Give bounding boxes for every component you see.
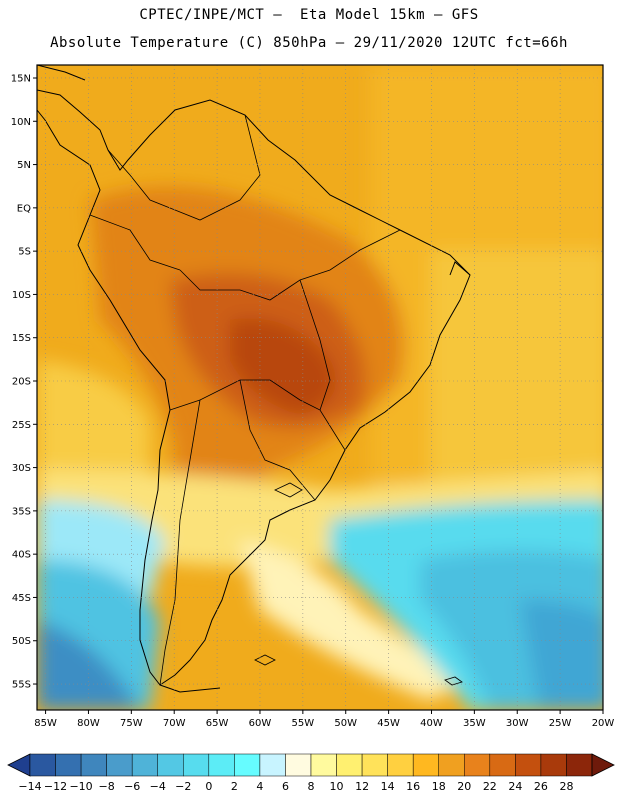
lon-label: 20W xyxy=(592,718,615,729)
colorbar-label: 28 xyxy=(559,780,573,793)
colorbar-label: 20 xyxy=(457,780,471,793)
colorbar-box xyxy=(489,753,516,777)
colorbar-label: 26 xyxy=(534,780,548,793)
temperature-field xyxy=(37,65,603,710)
colorbar-box xyxy=(566,753,593,777)
longitude-labels: 85W 80W 75W 70W 65W 60W 55W 50W 45W 40W 35W 30W 25W 2… xyxy=(34,710,614,729)
title-line-1: CPTEC/INPE/MCT – Eta Model 15km – GFS xyxy=(139,7,479,23)
country-borders xyxy=(89,114,401,686)
colorbar-label: −6 xyxy=(124,780,140,793)
lon-label: 30W xyxy=(506,718,529,729)
colorbar-label: 18 xyxy=(432,780,446,793)
colorbar-label: 14 xyxy=(381,780,395,793)
colorbar-label: −12 xyxy=(44,780,67,793)
colorbar-box xyxy=(285,753,312,777)
lon-label: 25W xyxy=(549,718,572,729)
colorbar-box xyxy=(310,753,337,777)
colorbar-arrow-high xyxy=(591,753,615,777)
lat-label: 45S xyxy=(12,593,31,604)
colorbar-label: 2 xyxy=(231,780,238,793)
lat-label: EQ xyxy=(17,203,31,214)
colorbar-label: −10 xyxy=(69,780,92,793)
lat-label: 35S xyxy=(12,506,31,517)
lat-label: 5N xyxy=(17,160,31,171)
lat-label: 25S xyxy=(12,420,31,431)
lat-label: 55S xyxy=(12,680,31,691)
colorbar-box xyxy=(412,753,439,777)
colorbar-box xyxy=(336,753,363,777)
title-line-2: Absolute Temperature (C) 850hPa – 29/11/… xyxy=(50,35,568,51)
colorbar-label: −8 xyxy=(99,780,115,793)
lat-label: 40S xyxy=(12,550,31,561)
islands xyxy=(254,482,463,686)
colorbar-label: −14 xyxy=(18,780,41,793)
map-frame xyxy=(36,64,604,711)
lat-label: 10S xyxy=(12,290,31,301)
colorbar-box xyxy=(183,753,210,777)
lon-label: 35W xyxy=(463,718,486,729)
lon-label: 70W xyxy=(163,718,186,729)
lon-label: 80W xyxy=(77,718,100,729)
lat-label: 50S xyxy=(12,636,31,647)
lon-label: 75W xyxy=(120,718,143,729)
colorbar-label: 6 xyxy=(282,780,289,793)
colorbar-box xyxy=(234,753,261,777)
lon-label: 60W xyxy=(249,718,272,729)
lat-label: 5S xyxy=(18,247,31,258)
colorbar-label: 22 xyxy=(483,780,497,793)
colorbar-arrow-low xyxy=(7,753,31,777)
colorbar-box xyxy=(106,753,133,777)
colorbar-box xyxy=(515,753,542,777)
colorbar-box xyxy=(464,753,491,777)
colorbar-box xyxy=(157,753,184,777)
colorbar-box xyxy=(259,753,286,777)
colorbar-label: 8 xyxy=(308,780,315,793)
coastlines xyxy=(37,65,471,693)
lon-label: 65W xyxy=(206,718,229,729)
lat-label: 15S xyxy=(12,333,31,344)
colorbar-label: 0 xyxy=(205,780,212,793)
colorbar-label: 24 xyxy=(508,780,522,793)
latitude-labels: 15N 10N 5N EQ 5S 10S 15S 20S 25S 30S 35S 40S 45S 50S 5… xyxy=(11,73,37,691)
colorbar-box xyxy=(438,753,465,777)
colorbar-box xyxy=(387,753,414,777)
lat-label: 10N xyxy=(11,117,31,128)
colorbar-box xyxy=(55,753,82,777)
colorbar-label: 16 xyxy=(406,780,420,793)
colorbar-label: 10 xyxy=(330,780,344,793)
colorbar-box xyxy=(80,753,107,777)
colorbar-box xyxy=(29,753,56,777)
colorbar-labels: −14 −12 −10 −8 −6 −4 −2 0 2 4 6 8 10 12 14 16 18 20 22 24 26… xyxy=(18,780,573,793)
colorbar-box xyxy=(361,753,388,777)
lon-label: 50W xyxy=(334,718,357,729)
colorbar-label: −2 xyxy=(175,780,191,793)
lat-label: 30S xyxy=(12,463,31,474)
lat-label: 20S xyxy=(12,377,31,388)
lon-label: 45W xyxy=(377,718,400,729)
colorbar-box xyxy=(208,753,235,777)
lat-label: 15N xyxy=(11,73,31,84)
colorbar-label: 4 xyxy=(256,780,263,793)
lon-label: 40W xyxy=(420,718,443,729)
colorbar-box xyxy=(540,753,567,777)
colorbar xyxy=(7,753,615,777)
colorbar-box xyxy=(131,753,158,777)
lon-label: 55W xyxy=(292,718,315,729)
colorbar-label: −4 xyxy=(150,780,166,793)
colorbar-label: 12 xyxy=(355,780,369,793)
lon-label: 85W xyxy=(34,718,57,729)
